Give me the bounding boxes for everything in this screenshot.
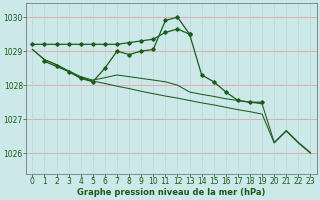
X-axis label: Graphe pression niveau de la mer (hPa): Graphe pression niveau de la mer (hPa) <box>77 188 266 197</box>
